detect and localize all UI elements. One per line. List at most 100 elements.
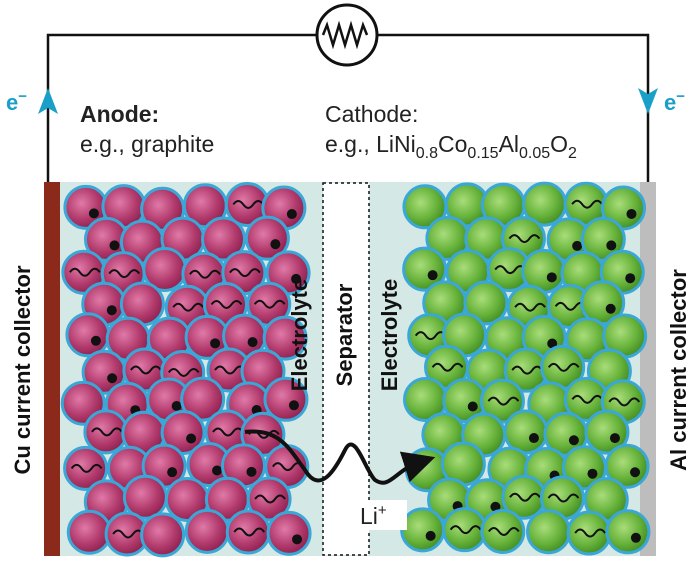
squiggle xyxy=(571,199,603,209)
ion-dot xyxy=(109,240,120,251)
electron-label: e− xyxy=(664,88,685,115)
squiggle xyxy=(254,494,286,504)
squiggle xyxy=(172,302,204,312)
ion-dot xyxy=(630,532,641,543)
squiggle xyxy=(547,362,580,372)
ion-dot xyxy=(106,305,117,316)
squiggle xyxy=(608,397,641,407)
cu-collector xyxy=(44,182,60,556)
particles xyxy=(60,181,651,558)
squiggle xyxy=(189,269,221,279)
squiggle xyxy=(511,365,544,375)
ion-dot xyxy=(186,433,197,444)
ion-dot xyxy=(630,467,641,478)
particle xyxy=(584,409,630,455)
squiggle xyxy=(509,492,541,502)
particle xyxy=(566,510,612,556)
squiggle xyxy=(167,367,200,377)
ion-dot xyxy=(568,435,579,446)
particle xyxy=(65,312,111,358)
squiggle xyxy=(508,234,541,244)
resistor-zigzag xyxy=(321,20,369,50)
particle xyxy=(605,509,651,555)
squiggle xyxy=(414,331,447,341)
particle xyxy=(66,509,112,555)
squiggle xyxy=(487,396,520,406)
squiggle xyxy=(571,394,604,404)
ion-dot xyxy=(212,465,223,476)
ion-dot xyxy=(270,239,281,250)
squiggle xyxy=(130,365,162,375)
electron-label: e− xyxy=(6,88,27,115)
particle xyxy=(526,509,572,555)
ion-dot xyxy=(291,273,302,284)
ion-dot xyxy=(546,272,557,283)
ion-dot xyxy=(609,433,620,444)
particle xyxy=(83,409,129,455)
ion-dot xyxy=(490,501,501,512)
squiggle xyxy=(229,268,261,278)
squiggle xyxy=(449,525,482,535)
collector-label: Al current collector xyxy=(666,269,691,471)
ion-dot xyxy=(167,467,178,478)
separator-label: Separator xyxy=(332,283,357,386)
ion-dot xyxy=(246,466,257,477)
collector-label: Cu current collector xyxy=(10,265,35,474)
particle xyxy=(184,508,230,554)
electron-arrow-down xyxy=(638,88,658,114)
particle xyxy=(266,510,312,556)
squiggle xyxy=(214,365,246,375)
squiggle xyxy=(488,526,520,536)
ion-dot xyxy=(427,270,438,281)
ion-dot xyxy=(605,303,616,314)
squiggle xyxy=(494,265,527,275)
particle xyxy=(604,443,650,489)
ion-dot xyxy=(171,401,182,412)
squiggle xyxy=(574,528,606,538)
squiggle xyxy=(212,427,244,437)
squiggle xyxy=(233,527,266,537)
ion-dot xyxy=(288,400,299,411)
particle xyxy=(160,409,206,455)
squiggle xyxy=(253,299,286,309)
electrolyte-label: Electrolyte xyxy=(377,279,402,392)
wire xyxy=(46,33,650,182)
particle xyxy=(480,508,526,554)
particle xyxy=(63,445,109,491)
squiggle xyxy=(514,302,546,312)
particle xyxy=(140,512,186,558)
anode-example: e.g., graphite xyxy=(80,131,214,157)
squiggle xyxy=(108,269,141,279)
ion-dot xyxy=(247,337,258,348)
particle xyxy=(246,476,292,522)
squiggle xyxy=(547,493,580,503)
ion-dot xyxy=(88,208,99,219)
ion-dot xyxy=(626,208,637,219)
ion-label-bg xyxy=(355,500,407,530)
separator xyxy=(322,182,370,556)
ion-dot xyxy=(547,338,558,349)
particle xyxy=(180,376,226,422)
ion-dot xyxy=(467,401,478,412)
particle xyxy=(400,507,446,553)
squiggle xyxy=(210,299,243,309)
particle xyxy=(600,185,646,231)
squiggle xyxy=(112,529,144,539)
particle xyxy=(263,376,309,422)
ion-dot xyxy=(210,338,221,349)
cathode-example: e.g., LiNi0.8Co0.15Al0.05O2 xyxy=(325,131,577,162)
ion-dot xyxy=(587,468,598,479)
particle xyxy=(244,215,290,261)
particle xyxy=(201,216,247,262)
ion-dot xyxy=(286,209,297,220)
ion-dot xyxy=(292,534,303,545)
particle xyxy=(479,378,525,424)
electrolyte-label: Electrolyte xyxy=(287,279,312,392)
electron-arrow-up xyxy=(38,88,58,114)
squiggle xyxy=(69,267,101,277)
squiggle xyxy=(431,362,464,372)
squiggle xyxy=(91,427,123,437)
ion-dot xyxy=(606,240,617,251)
al-collector xyxy=(640,182,656,556)
